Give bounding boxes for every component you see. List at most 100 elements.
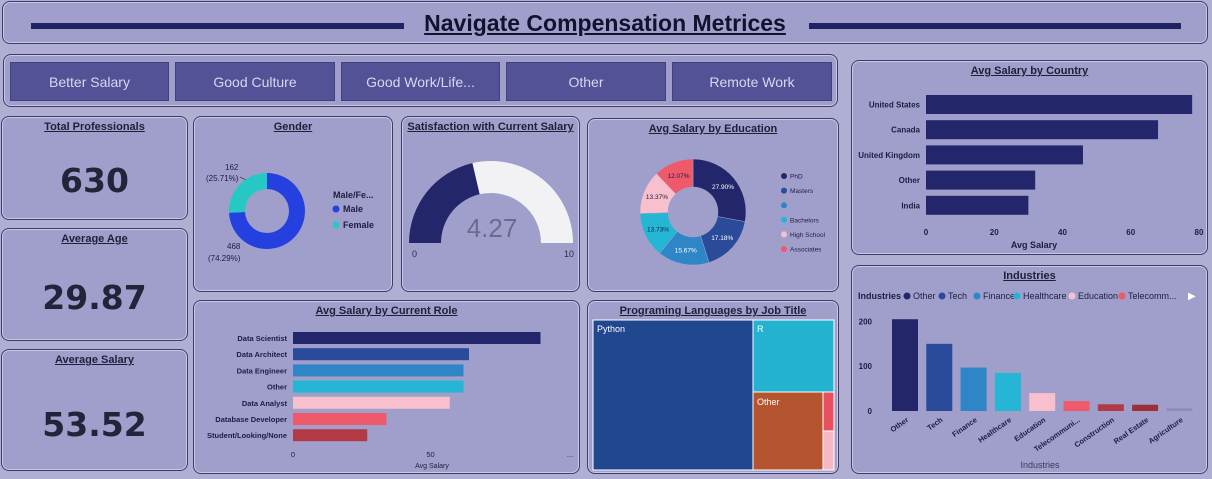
kpi-value: 53.52 (42, 405, 147, 444)
role-bar[interactable] (293, 396, 450, 409)
chart-title: Avg Salary by Current Role (315, 305, 458, 317)
legend-dot-male (332, 205, 340, 213)
industries-legend-dot (1118, 292, 1126, 300)
page-title: Navigate Compensation Metrices (424, 10, 786, 36)
kpi-label: Average Salary (54, 354, 135, 366)
role-category-label: Other (267, 383, 287, 392)
industries-legend-label: Education (1078, 291, 1118, 301)
country-bar[interactable] (926, 145, 1083, 165)
role-tick-label: 0 (291, 450, 295, 459)
education-legend-dot (781, 216, 787, 223)
industries-tick-label: 0 (868, 407, 873, 416)
role-category-label: Student/Looking/None (207, 431, 287, 440)
education-legend-dot (781, 231, 787, 238)
role-bar-chart[interactable]: Avg Salary Data Scientist Data Architect D… (194, 301, 580, 474)
treemap-label-python: Python (597, 324, 625, 334)
treemap-tile-r (752, 319, 835, 393)
country-bar[interactable] (926, 170, 1036, 190)
gender-slice-female[interactable] (229, 173, 267, 213)
industries-bar[interactable] (1029, 393, 1056, 411)
education-legend-dot (781, 202, 787, 209)
role-tick-label: 50 (426, 450, 434, 459)
role-bar[interactable] (293, 332, 541, 344)
country-bar[interactable] (926, 120, 1159, 140)
treemap-tile-python (592, 319, 754, 471)
slicer-button-better-salary[interactable]: Better Salary (10, 62, 169, 101)
slicer-button-good-work-life[interactable]: Good Work/Life... (341, 62, 500, 101)
industries-legend-dot (1068, 292, 1076, 300)
slicer-button-other[interactable]: Other (506, 62, 666, 101)
education-panel[interactable]: Avg Salary by Education 27.90% 17.18% 15.6… (587, 118, 839, 292)
role-category-label: Data Engineer (237, 366, 288, 375)
industries-bar[interactable] (1166, 408, 1193, 411)
industries-panel[interactable]: Industries Industries Industries ▶ Other… (851, 265, 1208, 474)
industries-tick-label: 200 (859, 317, 873, 326)
education-data-label: 17.18% (711, 235, 733, 242)
education-slice[interactable] (656, 158, 694, 195)
slicer-button-good-culture[interactable]: Good Culture (175, 62, 335, 101)
industries-bar[interactable] (1063, 401, 1090, 411)
gender-slice-male[interactable] (229, 173, 305, 249)
country-tick-label: 0 (924, 228, 929, 237)
industries-category-label: Real Estate (1112, 415, 1150, 446)
header-line-left (31, 23, 404, 29)
education-data-label: 15.67% (675, 247, 697, 254)
education-donut-chart[interactable]: 27.90% 17.18% 15.67% 13.73% 13.37% 12.07% PhD M… (588, 119, 839, 292)
kpi-value: 29.87 (42, 278, 147, 317)
industries-legend-dot (1013, 292, 1021, 300)
industries-bar[interactable] (994, 372, 1021, 411)
industries-legend-dot (903, 292, 911, 300)
education-data-label: 12.07% (668, 173, 690, 180)
education-slice[interactable] (692, 158, 747, 222)
role-panel[interactable]: Avg Salary by Current Role Avg Salary Da… (193, 300, 580, 474)
chart-title: Avg Salary by Education (648, 123, 778, 135)
role-bar[interactable] (293, 413, 387, 425)
slicer-button-remote-work[interactable]: Remote Work (672, 62, 832, 101)
country-bar[interactable] (926, 95, 1193, 114)
industries-bar[interactable] (960, 367, 987, 411)
industries-legend-dot (938, 292, 946, 300)
country-panel[interactable]: Avg Salary by Country Avg Salary United … (851, 60, 1208, 255)
legend-title: Industries (858, 291, 901, 301)
role-bar[interactable] (293, 348, 469, 361)
callout-female-pct: (25.71%) (206, 174, 239, 183)
callout-female-count: 162 (225, 163, 239, 172)
industries-column-chart[interactable]: Industries Industries ▶ Other Tech Finance… (852, 266, 1208, 474)
kpi-total-professionals: Total Professionals 630 (1, 116, 188, 220)
treemap-label-r: R (757, 324, 764, 334)
satisfaction-panel[interactable]: Satisfaction with Current Salary 4.27 0 … (401, 116, 580, 292)
gauge-track (472, 161, 573, 243)
role-category-label: Data Analyst (242, 399, 288, 408)
header-line-right (809, 23, 1181, 29)
education-data-label: 13.37% (646, 194, 668, 201)
languages-treemap[interactable]: Python R Other (588, 301, 839, 474)
role-bar[interactable] (293, 380, 464, 393)
country-category-label: United States (869, 101, 921, 110)
country-tick-label: 80 (1195, 228, 1204, 237)
country-tick-label: 20 (990, 228, 999, 237)
treemap-label-other: Other (757, 397, 780, 407)
country-bar-chart[interactable]: Avg Salary United States Canada United Kin… (852, 61, 1208, 255)
legend-title: Male/Fe... (333, 190, 374, 200)
role-category-label: Data Scientist (237, 334, 287, 343)
industries-legend-label: Tech (948, 291, 967, 301)
gender-panel[interactable]: Gender 162 (25.71%) 468 (74.29%) Male/Fe… (193, 116, 393, 292)
callout-male-count: 468 (227, 242, 241, 251)
role-bar[interactable] (293, 429, 368, 442)
education-data-label: 27.90% (712, 184, 734, 191)
industries-bar[interactable] (1132, 404, 1159, 411)
industries-bar[interactable] (926, 343, 953, 411)
role-bar[interactable] (293, 364, 464, 377)
education-legend-label: PhD (790, 174, 803, 181)
languages-panel[interactable]: Programing Languages by Job Title Python… (587, 300, 839, 474)
gender-donut-chart[interactable]: 162 (25.71%) 468 (74.29%) Male/Fe... Mal… (194, 117, 393, 292)
country-tick-label: 40 (1058, 228, 1067, 237)
gauge-fill[interactable] (409, 163, 480, 243)
satisfaction-gauge[interactable]: 4.27 0 10 (402, 117, 580, 292)
industries-bar[interactable] (892, 319, 918, 411)
country-tick-label: 60 (1126, 228, 1135, 237)
industries-bar[interactable] (1097, 404, 1124, 411)
country-bar[interactable] (926, 195, 1029, 215)
industries-category-label: Finance (950, 415, 978, 439)
industries-legend-label: Healthcare (1023, 291, 1067, 301)
